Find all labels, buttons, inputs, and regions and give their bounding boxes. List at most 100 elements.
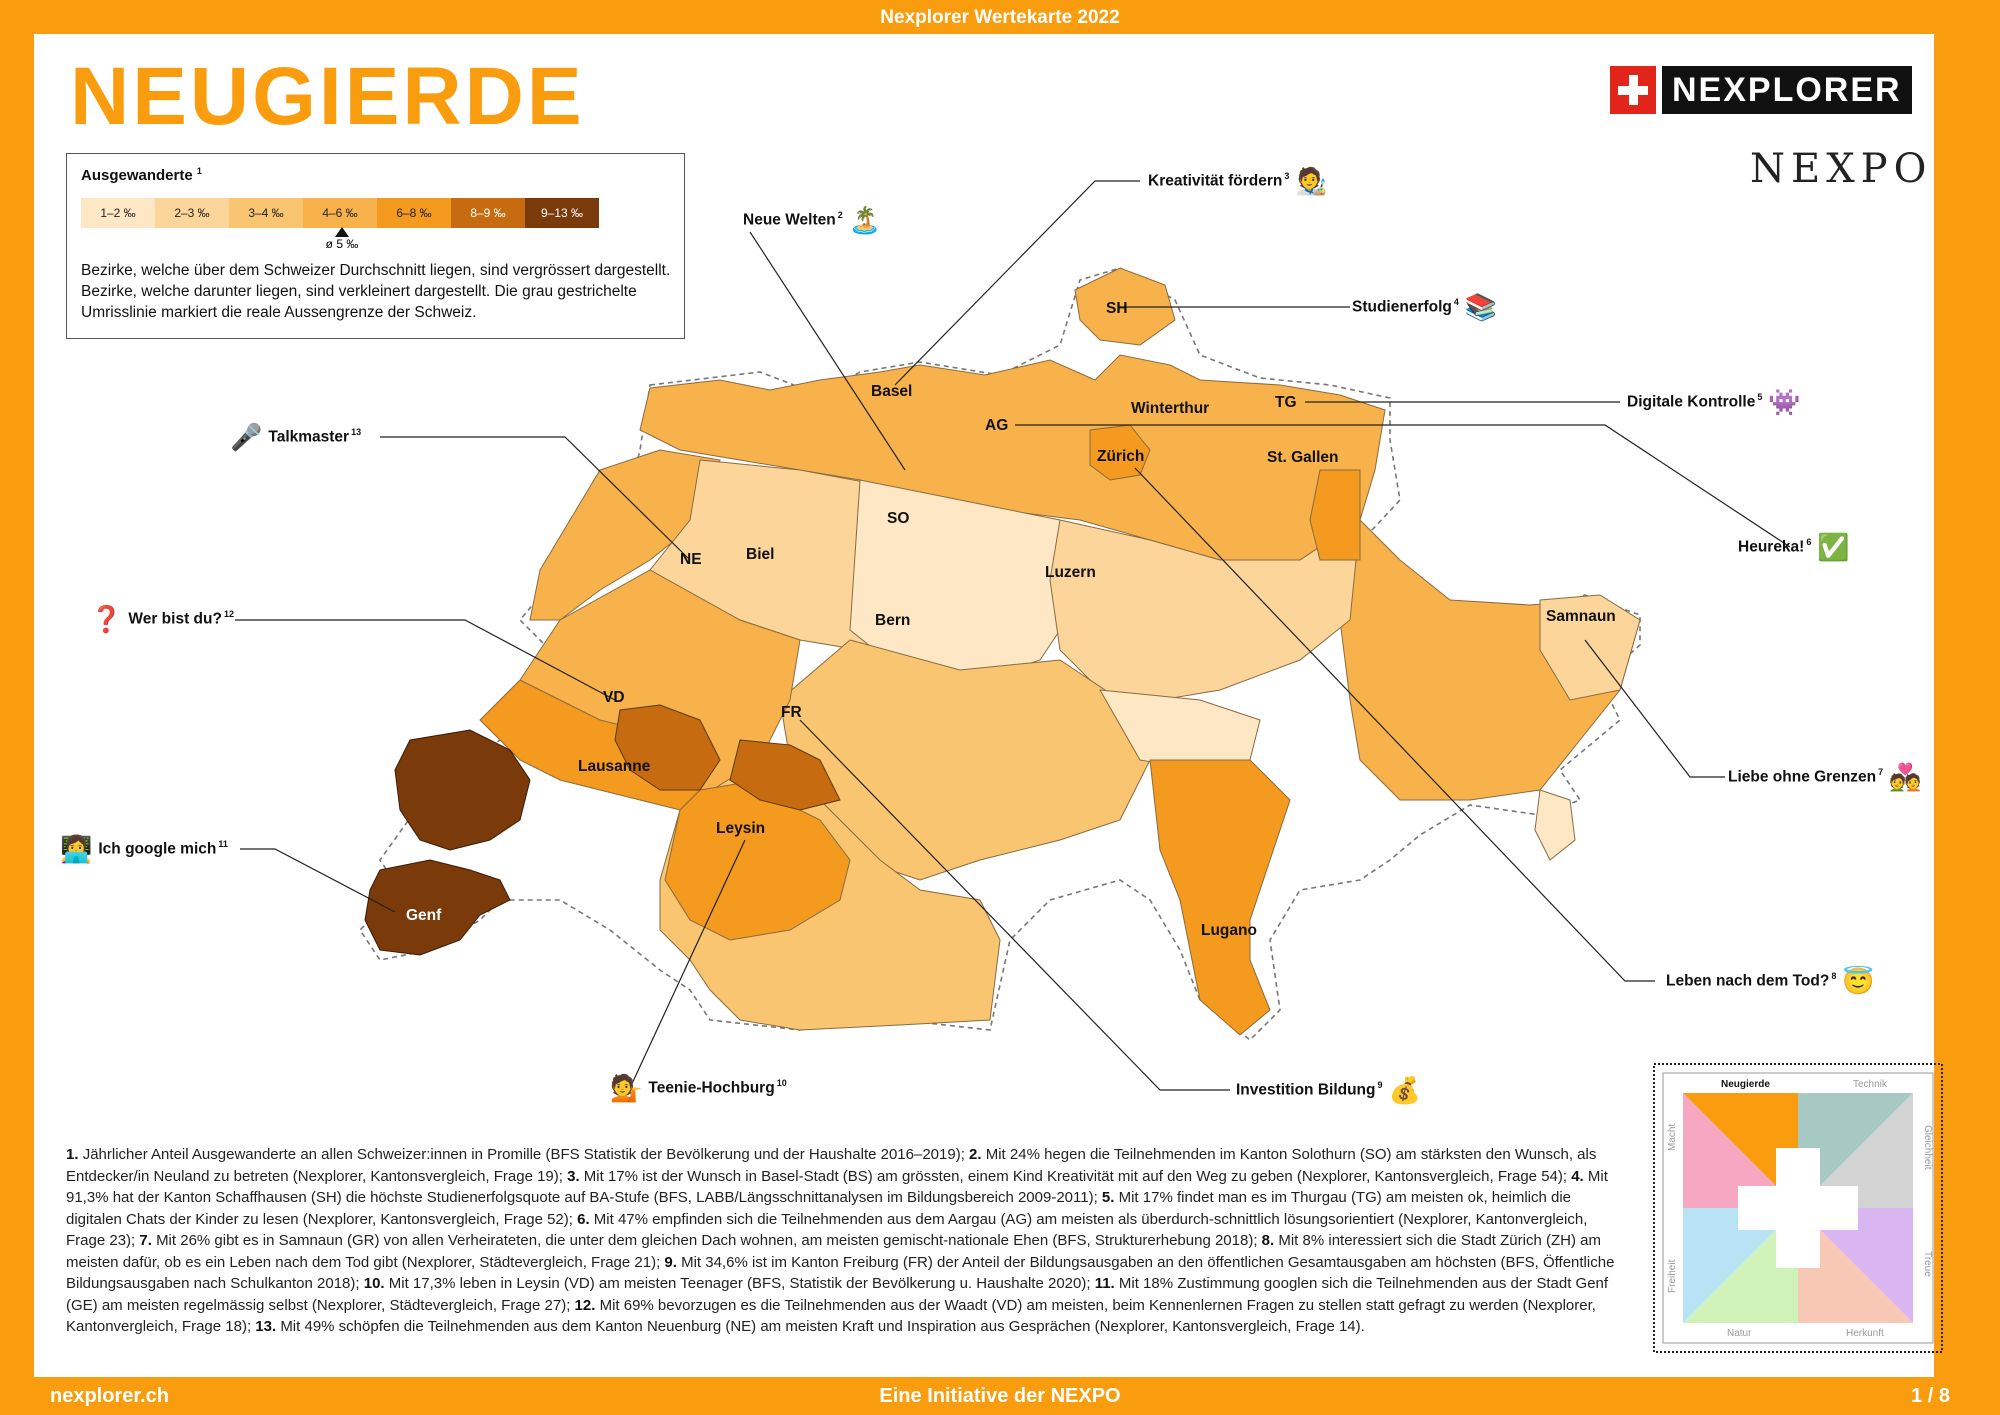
callout-talkmaster[interactable]: 🎤 Talkmaster 13	[230, 422, 361, 453]
footnote-number: 13.	[255, 1318, 281, 1335]
legend-title: Ausgewanderte 1	[81, 166, 202, 184]
legend-scale: 1–2 ‰ 2–3 ‰ 3–4 ‰ 4–6 ‰ 6–8 ‰ 8–9 ‰ 9–13…	[81, 198, 599, 228]
callout-kreativitaet[interactable]: Kreativität fördern 3 🧑‍🎨	[1148, 166, 1328, 197]
question-mark-icon: ❓	[90, 604, 123, 634]
legend-title-note: 1	[196, 166, 202, 176]
footnote-number: 5.	[1101, 1189, 1119, 1206]
north-region	[639, 354, 1386, 561]
tg-east-region	[1309, 469, 1361, 561]
map-label-vd: VD	[603, 689, 625, 706]
callout-leben-nach-dem-tod[interactable]: Leben nach dem Tod? 8 😇	[1666, 966, 1875, 997]
footer-url-link[interactable]: nexplorer.ch	[50, 1385, 169, 1407]
engadin-light-region	[1534, 789, 1576, 861]
callout-talkmaster-note: 13	[351, 427, 362, 438]
leader-wer-bist	[235, 619, 616, 701]
genf-region	[364, 859, 511, 956]
couple-heart-icon: 💑	[1889, 762, 1922, 792]
leader-teenie	[629, 839, 746, 1089]
island-icon: 🏝️	[848, 205, 882, 235]
callout-kreativitaet-label: Kreativität fördern	[1148, 172, 1283, 190]
ticino-region	[1149, 759, 1291, 1036]
swiss-flag-icon	[1610, 66, 1656, 114]
legend-class-7: 9–13 ‰	[525, 198, 599, 228]
footnote-text: Mit 49% schöpfen die Teilnehmenden aus d…	[280, 1318, 1365, 1335]
footnotes: 1. Jährlicher Anteil Ausgewanderte an al…	[66, 1144, 1626, 1338]
compass-label-macht: Macht	[1667, 1124, 1678, 1151]
callout-heureka[interactable]: Heureka! 6 ✅	[1738, 532, 1850, 563]
compass-label-technik: Technik	[1853, 1079, 1888, 1090]
compass-label-gleichheit: Gleichheit	[1922, 1125, 1933, 1170]
compass-label-freiheit: Freiheit	[1667, 1259, 1678, 1293]
compass-natur-segment	[1683, 1208, 1798, 1323]
callout-neue-welten[interactable]: Neue Welten 2 🏝️	[743, 205, 881, 236]
footnote-text: Mit 69% bevorzugen es die Teilnehmenden …	[66, 1296, 1596, 1336]
map-label-luzern: Luzern	[1045, 564, 1096, 581]
footnote-text: Mit 18% Zustimmung googlen sich die Teil…	[66, 1275, 1609, 1314]
callout-digitale-label: Digitale Kontrolle	[1627, 393, 1756, 411]
map-label-tg: TG	[1275, 394, 1297, 411]
callout-digitale-kontrolle[interactable]: Digitale Kontrolle 5 👾	[1627, 387, 1801, 418]
compass-macht-segment	[1683, 1093, 1798, 1208]
callout-investition-note: 9	[1377, 1080, 1383, 1091]
legend-description: Bezirke, welche über dem Schweizer Durch…	[81, 262, 671, 321]
callout-teenie-hochburg[interactable]: 💁 Teenie-Hochburg 10	[610, 1073, 787, 1104]
east-region	[1339, 518, 1641, 801]
callout-wer-bist-label: Wer bist du?	[128, 610, 222, 628]
map-label-ne: NE	[680, 551, 702, 568]
leader-google	[240, 848, 396, 913]
map-label-leysin: Leysin	[716, 820, 766, 837]
legend-box: Ausgewanderte 1 1–2 ‰ 2–3 ‰ 3–4 ‰ 4–6 ‰ …	[66, 153, 685, 339]
footnote-number: 9.	[664, 1253, 682, 1271]
callout-heureka-label: Heureka!	[1738, 538, 1805, 556]
callout-talkmaster-label: Talkmaster	[268, 428, 350, 446]
callout-heureka-note: 6	[1806, 537, 1812, 548]
values-compass: Neugierde Technik Macht Gleichheit Freih…	[1653, 1063, 1943, 1353]
footnote-text: Mit 91,3% hat der Kanton Schaffhausen (S…	[66, 1167, 1608, 1207]
triangle-up-icon	[335, 227, 349, 237]
callout-studienerfolg[interactable]: Studienerfolg 4 📚	[1352, 292, 1497, 323]
map-label-fr: FR	[781, 704, 802, 721]
leader-leben	[1134, 467, 1655, 982]
callout-teenie-note: 10	[776, 1078, 787, 1089]
artist-icon: 🧑‍🎨	[1295, 166, 1328, 196]
footnote-text: Mit 8% interessiert sich die Stadt Züric…	[66, 1232, 1601, 1271]
nexplorer-logo[interactable]: NEXPLORER	[1610, 66, 1912, 116]
technologist-icon: 👩‍💻	[60, 834, 93, 864]
check-mark-icon: ✅	[1817, 532, 1850, 562]
callout-neue-welten-note: 2	[837, 210, 843, 221]
map-label-lausanne: Lausanne	[578, 758, 651, 775]
page-title: NEUGIERDE	[70, 51, 585, 142]
footnote-number: 2.	[969, 1146, 986, 1163]
lausanne-region	[614, 704, 721, 791]
map-label-winterthur: Winterthur	[1131, 400, 1210, 417]
compass-gleichheit-segment	[1798, 1093, 1913, 1208]
compass-outer-border	[1653, 1063, 1943, 1353]
callout-leben-note: 8	[1831, 971, 1837, 982]
callout-neue-welten-label: Neue Welten	[743, 211, 836, 229]
person-tipping-hand-icon: 💁	[610, 1073, 643, 1103]
legend-class-4: 4–6 ‰	[303, 198, 377, 228]
compass-label-herkunft: Herkunft	[1846, 1328, 1884, 1339]
books-icon: 📚	[1464, 292, 1498, 322]
map-label-sh: SH	[1106, 300, 1128, 317]
callout-liebe[interactable]: Liebe ohne Grenzen 7 💑	[1728, 762, 1922, 793]
leader-kreativitaet	[894, 180, 1140, 386]
top-bar-title: Nexplorer Wertekarte 2022	[880, 7, 1120, 28]
map-label-genf: Genf	[406, 907, 442, 924]
callout-teenie-label: Teenie-Hochburg	[648, 1079, 775, 1097]
map-label-stgallen: St. Gallen	[1267, 449, 1339, 466]
callout-studienerfolg-label: Studienerfolg	[1352, 298, 1452, 316]
footnote-number: 4.	[1571, 1167, 1588, 1185]
legend-class-1: 1–2 ‰	[81, 198, 155, 228]
legend-title-text: Ausgewanderte	[81, 167, 193, 184]
footnote-number: 6.	[577, 1210, 594, 1228]
callout-investition-bildung[interactable]: Investition Bildung 9 💰	[1236, 1075, 1421, 1106]
leader-neue-welten	[749, 231, 906, 471]
map-label-lugano: Lugano	[1201, 922, 1257, 939]
callout-ich-google-mich[interactable]: 👩‍💻 Ich google mich 11	[60, 834, 228, 865]
callout-google-label: Ich google mich	[98, 840, 217, 858]
callout-google-note: 11	[218, 839, 228, 850]
callout-wer-bist-du[interactable]: ❓ Wer bist du? 12	[90, 604, 234, 635]
leader-talkmaster	[380, 436, 691, 561]
footnote-number: 7.	[139, 1232, 157, 1249]
